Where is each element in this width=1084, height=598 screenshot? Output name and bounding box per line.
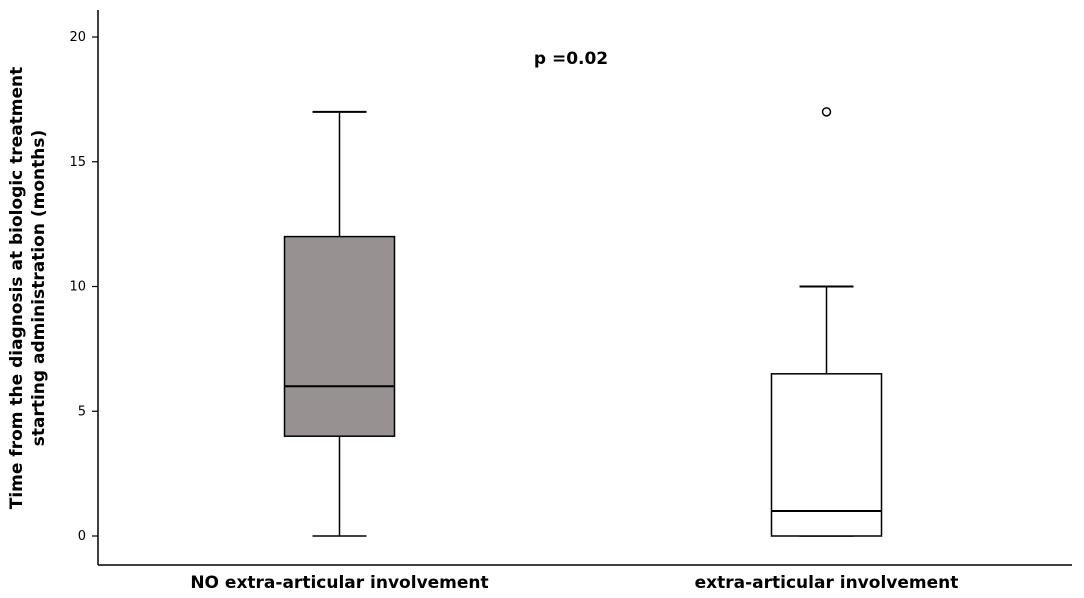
y-ticks: 0 5 10 15 20 <box>69 30 98 544</box>
box-group <box>770 107 883 537</box>
boxes <box>283 107 883 537</box>
category-label: extra-articular involvement <box>695 573 959 593</box>
y-axis-title: Time from the diagnosis at biologic trea… <box>7 67 49 510</box>
category-label: NO extra-articular involvement <box>190 573 488 593</box>
y-tick-label: 20 <box>69 30 86 45</box>
y-tick-label: 10 <box>69 280 86 295</box>
y-tick-label: 0 <box>78 529 86 544</box>
y-axis: 0 5 10 15 20 <box>69 10 99 565</box>
p-value-annotation: p =0.02 <box>534 49 608 69</box>
box-group <box>283 110 396 537</box>
x-axis: NO extra-articular involvement extra-arti… <box>98 564 1072 593</box>
iqr-box <box>283 235 396 437</box>
x-labels: NO extra-articular involvement extra-arti… <box>190 573 958 593</box>
y-axis-title-line-1: Time from the diagnosis at biologic trea… <box>7 67 27 510</box>
outlier-point <box>821 107 832 117</box>
iqr-box <box>770 373 883 537</box>
y-tick-label: 5 <box>78 404 86 419</box>
y-tick-label: 15 <box>69 155 86 170</box>
y-axis-title-line-2: starting administration (months) <box>29 130 49 447</box>
